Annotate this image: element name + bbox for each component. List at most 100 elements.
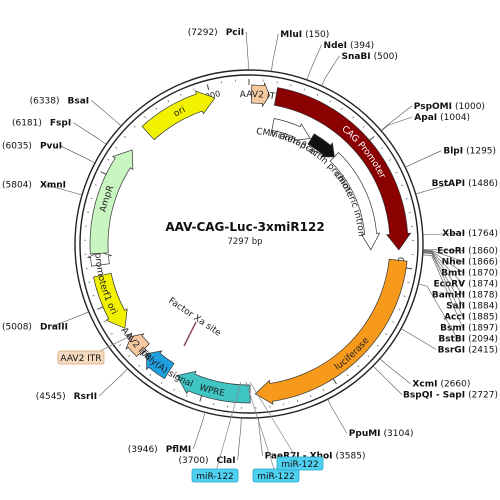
site-ppumi: PpuMI (3104)	[327, 399, 413, 439]
tick-mark	[123, 135, 126, 138]
tick-mark	[385, 333, 388, 335]
tick-mark	[206, 84, 210, 91]
tick-mark	[100, 171, 107, 175]
svg-text:PspOMI(1000): PspOMI (1000)	[414, 102, 485, 112]
svg-text:BstAPI(1486): BstAPI (1486)	[432, 179, 498, 189]
feature-luciferase-5	[254, 258, 408, 405]
tick-mark	[149, 373, 151, 376]
tick-mark	[180, 93, 182, 96]
svg-text:NdeI(394): NdeI (394)	[324, 41, 375, 51]
site-bspqi-sapi: BspQI - SapI (2727)	[372, 365, 498, 401]
svg-text:miR-122: miR-122	[196, 472, 234, 482]
site-xbai: XbaI (1764)	[422, 229, 498, 239]
site-snabi: SnaBI (500)	[321, 52, 398, 87]
tick-mark	[167, 100, 170, 103]
tick-mark	[392, 321, 395, 323]
svg-text:BspQI - SapI(2727): BspQI - SapI (2727)	[403, 391, 498, 401]
svg-text:(6035)PvuI: (6035) PvuI	[2, 141, 62, 151]
site-bstbi: BstBI (2094)	[418, 283, 498, 345]
feature-cmv-enhancer-2	[271, 118, 311, 141]
svg-text:NheI(1866): NheI (1866)	[442, 258, 498, 268]
tick-mark	[110, 332, 113, 335]
svg-text:XcmI(2660): XcmI (2660)	[412, 380, 470, 390]
feature-f1-ori-9	[93, 272, 128, 329]
tick-mark	[332, 378, 337, 385]
site-bsrgi: BsrGI (2415)	[400, 328, 498, 356]
backbone-outer	[74, 69, 424, 419]
tick-mark	[367, 355, 370, 358]
tick-mark	[395, 171, 398, 174]
svg-text:(7292)PciI: (7292) PciI	[188, 28, 244, 38]
box-mir122-1: miR-122	[191, 381, 242, 483]
tick-mark	[155, 107, 158, 110]
tick-mark	[199, 395, 203, 402]
svg-text:(5804)XmnI: (5804) XmnI	[2, 180, 66, 190]
tick-mark	[401, 184, 404, 187]
svg-text:AccI(1885): AccI (1885)	[444, 313, 498, 323]
tick-mark	[398, 308, 401, 310]
svg-text:SalI(1884): SalI (1884)	[446, 302, 498, 312]
tick-mark	[357, 365, 360, 368]
svg-text:BamHI(1878): BamHI (1878)	[432, 291, 498, 301]
feature-wpre-6	[176, 370, 251, 404]
tick-mark	[90, 197, 93, 199]
svg-text:(6338)BsaI: (6338) BsaI	[30, 96, 90, 106]
svg-text:BsrGI(2415): BsrGI (2415)	[438, 346, 498, 356]
feature-bgh-poly-a-signal-7	[146, 350, 175, 380]
plasmid-title: AAV-CAG-Luc-3xmiR122	[165, 220, 324, 234]
site-ndei: NdeI (394)	[306, 41, 375, 81]
feature-ori-12	[141, 90, 216, 141]
svg-text:MluI(150): MluI (150)	[280, 30, 329, 40]
tick-mark	[115, 147, 118, 149]
tick-mark	[97, 306, 104, 310]
tick-mark	[329, 100, 331, 103]
tick-mark	[352, 116, 355, 119]
tick-mark	[388, 159, 391, 161]
svg-text:(3700)ClaI: (3700) ClaI	[179, 456, 236, 466]
tick-mark	[376, 344, 379, 347]
tick-mark	[316, 93, 319, 96]
tick-mark	[193, 88, 195, 91]
svg-text:(6181)FspI: (6181) FspI	[12, 119, 71, 129]
tick-mark	[346, 374, 349, 377]
svg-text:AAV2 ITR: AAV2 ITR	[60, 354, 101, 364]
site-apai: ApaI (1004)	[381, 113, 470, 132]
site-acci: AccI (1885)	[422, 252, 498, 323]
tick-mark	[369, 136, 375, 141]
tick-mark	[310, 394, 312, 397]
site-rsrii: (4545) RsrII	[36, 368, 128, 402]
tick-mark	[403, 295, 406, 297]
plasmid-length: 7297 bp	[227, 237, 262, 247]
tick-mark	[303, 88, 305, 91]
tick-mark	[296, 399, 299, 402]
site-pspomi: PspOMI (1000)	[380, 102, 485, 131]
tick-mark	[381, 147, 384, 150]
box-mir122-2: miR-122	[245, 381, 300, 483]
svg-text:(4545)RsrII: (4545) RsrII	[36, 392, 97, 402]
tick-mark	[144, 116, 146, 119]
tick-mark	[103, 320, 106, 323]
feature-aav2-itr-0	[251, 82, 270, 107]
svg-text:BstBI(2094): BstBI (2094)	[438, 335, 498, 345]
svg-text:XbaI(1764): XbaI (1764)	[442, 229, 498, 239]
feature-label-ori: ori	[172, 105, 187, 119]
feature-chimeric-intron-4	[329, 152, 381, 251]
tick-mark	[119, 344, 121, 347]
tick-mark	[322, 389, 325, 392]
tick-mark	[405, 198, 408, 200]
site-pvui: (6035) PvuI	[2, 141, 96, 164]
site-draiii: (5008) DraIII	[2, 311, 89, 333]
factor-xa-mark	[183, 321, 197, 347]
site-blpi: BlpI (1295)	[405, 147, 496, 168]
factor-xa-label: Factor Xa site	[166, 296, 223, 339]
svg-text:EcoRV(1874): EcoRV (1874)	[434, 280, 499, 290]
site-pcii: (7292) PciI	[188, 28, 249, 71]
svg-text:SnaBI(500): SnaBI (500)	[341, 52, 397, 62]
site-clai: (3700) ClaI	[179, 417, 242, 466]
tick-mark	[406, 267, 413, 270]
tick-mark	[138, 364, 141, 367]
feature-ampr-11	[89, 149, 134, 255]
site-xmni: (5804) XmnI	[2, 180, 83, 196]
svg-text:BlpI(1295): BlpI (1295)	[443, 147, 496, 157]
